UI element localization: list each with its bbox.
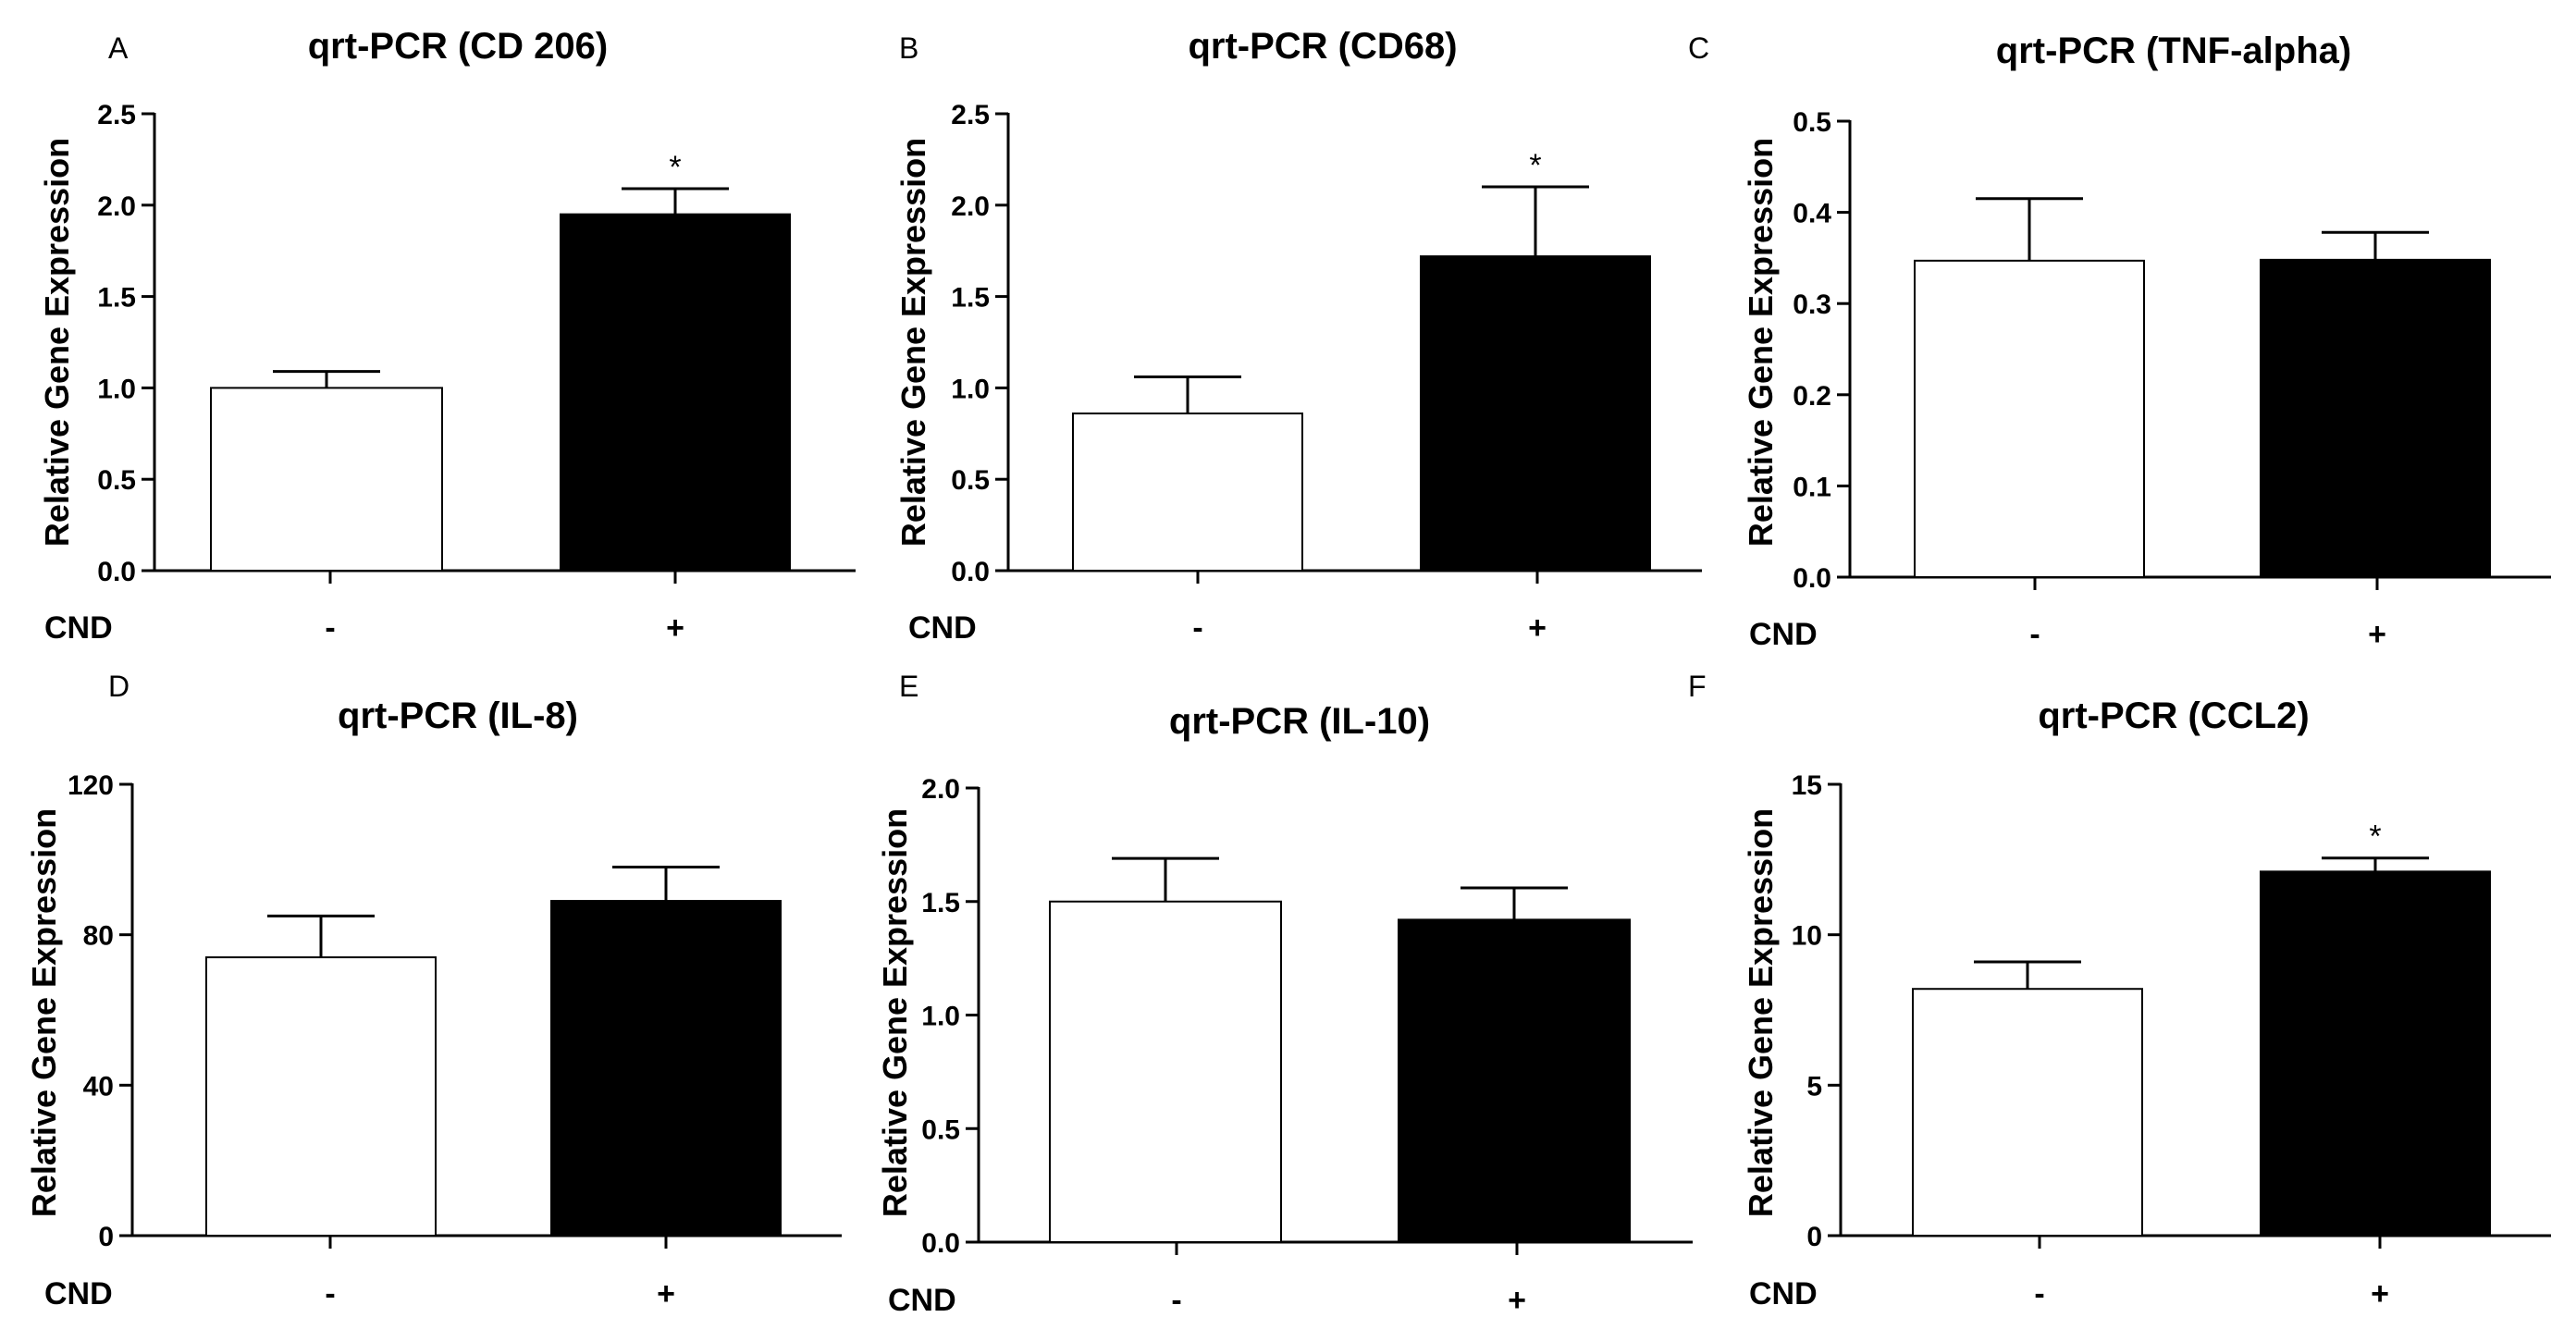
bar-control bbox=[1072, 412, 1303, 572]
category-label: - bbox=[1192, 610, 1202, 646]
category-label: - bbox=[2029, 617, 2040, 652]
bar-cnd bbox=[2260, 870, 2491, 1237]
group-label: CND bbox=[44, 610, 113, 646]
y-tick-label: 0.5 bbox=[951, 465, 990, 496]
chart-title: qrt-PCR (IL-8) bbox=[338, 696, 578, 736]
bar-cnd bbox=[1398, 918, 1631, 1243]
y-tick-label: 1.5 bbox=[97, 283, 136, 314]
bar-cnd bbox=[550, 900, 782, 1237]
category-label: + bbox=[1508, 1283, 1526, 1318]
y-tick-label: 2.5 bbox=[97, 100, 136, 130]
chart-title: qrt-PCR (CD68) bbox=[1188, 26, 1457, 67]
panel-letter: C bbox=[1688, 31, 1709, 65]
panel-f: F qrt-PCR (CCL2) Relative Gene Expressio… bbox=[1688, 670, 2551, 1311]
y-axis-label: Relative Gene Expression bbox=[894, 138, 932, 547]
y-tick-label: 0 bbox=[98, 1222, 114, 1252]
y-tick-label: 0.3 bbox=[1793, 289, 1831, 320]
plot-area: 0.0 0.1 0.2 0.3 0.4 0.5 - + bbox=[1793, 107, 2551, 652]
y-tick-label: 1.5 bbox=[921, 888, 960, 918]
category-label: + bbox=[666, 610, 684, 646]
bar-control bbox=[1912, 988, 2143, 1237]
plot-area: 0 5 10 15 - + * bbox=[1792, 770, 2551, 1311]
y-axis-label: Relative Gene Expression bbox=[876, 808, 914, 1217]
bar-cnd bbox=[560, 213, 791, 572]
y-tick-label: 2.5 bbox=[951, 100, 990, 130]
group-label: CND bbox=[888, 1283, 956, 1318]
category-label: + bbox=[2368, 617, 2386, 652]
y-tick-label: 0.5 bbox=[97, 465, 136, 496]
category-label: - bbox=[325, 1276, 335, 1311]
panel-letter: D bbox=[108, 670, 129, 703]
y-tick-label: 0.5 bbox=[1793, 107, 1831, 138]
y-tick-label: 40 bbox=[83, 1071, 114, 1102]
chart-title: qrt-PCR (TNF-alpha) bbox=[1996, 31, 2351, 71]
y-tick-label: 2.0 bbox=[97, 191, 136, 222]
y-tick-label: 1.0 bbox=[97, 374, 136, 404]
y-tick-label: 1.0 bbox=[921, 1002, 960, 1032]
significance-marker: * bbox=[1529, 148, 1541, 183]
panel-d: D qrt-PCR (IL-8) Relative Gene Expressio… bbox=[25, 670, 842, 1311]
group-label: CND bbox=[1749, 1276, 1818, 1311]
y-axis-label: Relative Gene Expression bbox=[1742, 138, 1780, 547]
panel-c: C qrt-PCR (TNF-alpha) Relative Gene Expr… bbox=[1688, 31, 2551, 652]
category-label: + bbox=[1528, 610, 1547, 646]
group-label: CND bbox=[44, 1276, 113, 1311]
panel-letter: F bbox=[1688, 670, 1707, 703]
category-label: + bbox=[657, 1276, 675, 1311]
plot-area: 0.0 0.5 1.0 1.5 2.0 2.5 - + * bbox=[951, 100, 1702, 646]
y-tick-label: 1.0 bbox=[951, 374, 990, 404]
y-tick-label: 80 bbox=[83, 921, 114, 952]
bar-cnd bbox=[2260, 258, 2491, 578]
significance-marker: * bbox=[669, 150, 681, 185]
panel-b: B qrt-PCR (CD68) Relative Gene Expressio… bbox=[894, 26, 1702, 646]
y-tick-label: 0.4 bbox=[1793, 199, 1831, 229]
group-label: CND bbox=[908, 610, 977, 646]
bar-control bbox=[210, 387, 443, 572]
y-tick-label: 120 bbox=[68, 770, 114, 801]
y-tick-label: 2.0 bbox=[951, 191, 990, 222]
panel-letter: B bbox=[899, 31, 918, 65]
y-axis-label: Relative Gene Expression bbox=[1742, 808, 1780, 1217]
bar-control bbox=[1914, 259, 2145, 578]
y-axis-label: Relative Gene Expression bbox=[38, 138, 76, 547]
y-tick-label: 0.5 bbox=[921, 1114, 960, 1145]
y-tick-label: 0.1 bbox=[1793, 472, 1831, 502]
chart-title: qrt-PCR (CCL2) bbox=[2038, 696, 2309, 736]
plot-area: 0 40 80 120 - + bbox=[68, 770, 842, 1311]
category-label: - bbox=[2034, 1276, 2044, 1311]
plot-area: 0.0 0.5 1.0 1.5 2.0 2.5 - + * bbox=[97, 100, 856, 646]
chart-title: qrt-PCR (CD 206) bbox=[308, 26, 608, 67]
y-tick-label: 1.5 bbox=[951, 283, 990, 314]
bar-cnd bbox=[1420, 255, 1651, 572]
y-tick-label: 2.0 bbox=[921, 774, 960, 805]
y-tick-label: 5 bbox=[1806, 1071, 1822, 1102]
bar-control bbox=[1049, 900, 1282, 1243]
category-label: - bbox=[325, 610, 335, 646]
chart-title: qrt-PCR (IL-10) bbox=[1169, 701, 1430, 742]
panel-a: A qrt-PCR (CD 206) Relative Gene Express… bbox=[38, 26, 856, 646]
y-axis-label: Relative Gene Expression bbox=[25, 808, 63, 1217]
plot-area: 0.0 0.5 1.0 1.5 2.0 - + bbox=[921, 774, 1693, 1318]
y-tick-label: 0.0 bbox=[921, 1228, 960, 1259]
y-tick-label: 0.2 bbox=[1793, 381, 1831, 412]
y-tick-label: 0.0 bbox=[951, 557, 990, 587]
group-label: CND bbox=[1749, 617, 1818, 652]
y-tick-label: 10 bbox=[1792, 921, 1822, 952]
panel-letter: E bbox=[899, 670, 918, 703]
panel-e: E qrt-PCR (IL-10) Relative Gene Expressi… bbox=[876, 670, 1693, 1318]
y-tick-label: 0.0 bbox=[1793, 563, 1831, 594]
category-label: + bbox=[2371, 1276, 2389, 1311]
bar-control bbox=[205, 956, 437, 1237]
significance-marker: * bbox=[2369, 819, 2381, 855]
y-tick-label: 15 bbox=[1792, 770, 1822, 801]
y-tick-label: 0 bbox=[1806, 1222, 1822, 1252]
panel-letter: A bbox=[108, 31, 129, 65]
category-label: - bbox=[1171, 1283, 1181, 1318]
y-tick-label: 0.0 bbox=[97, 557, 136, 587]
